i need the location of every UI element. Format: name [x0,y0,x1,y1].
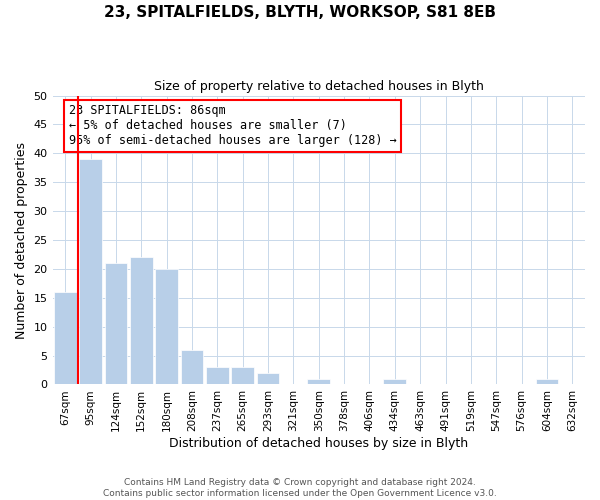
Title: Size of property relative to detached houses in Blyth: Size of property relative to detached ho… [154,80,484,93]
Text: 23 SPITALFIELDS: 86sqm
← 5% of detached houses are smaller (7)
95% of semi-detac: 23 SPITALFIELDS: 86sqm ← 5% of detached … [68,104,396,147]
Text: Contains HM Land Registry data © Crown copyright and database right 2024.
Contai: Contains HM Land Registry data © Crown c… [103,478,497,498]
Y-axis label: Number of detached properties: Number of detached properties [15,142,28,338]
Text: 23, SPITALFIELDS, BLYTH, WORKSOP, S81 8EB: 23, SPITALFIELDS, BLYTH, WORKSOP, S81 8E… [104,5,496,20]
Bar [54,292,77,384]
X-axis label: Distribution of detached houses by size in Blyth: Distribution of detached houses by size … [169,437,469,450]
Bar [257,373,280,384]
Bar [104,263,127,384]
Bar [383,378,406,384]
Bar [181,350,203,384]
Bar [307,378,330,384]
Bar [79,159,102,384]
Bar [155,269,178,384]
Bar [231,367,254,384]
Bar [206,367,229,384]
Bar [130,258,152,384]
Bar [536,378,559,384]
